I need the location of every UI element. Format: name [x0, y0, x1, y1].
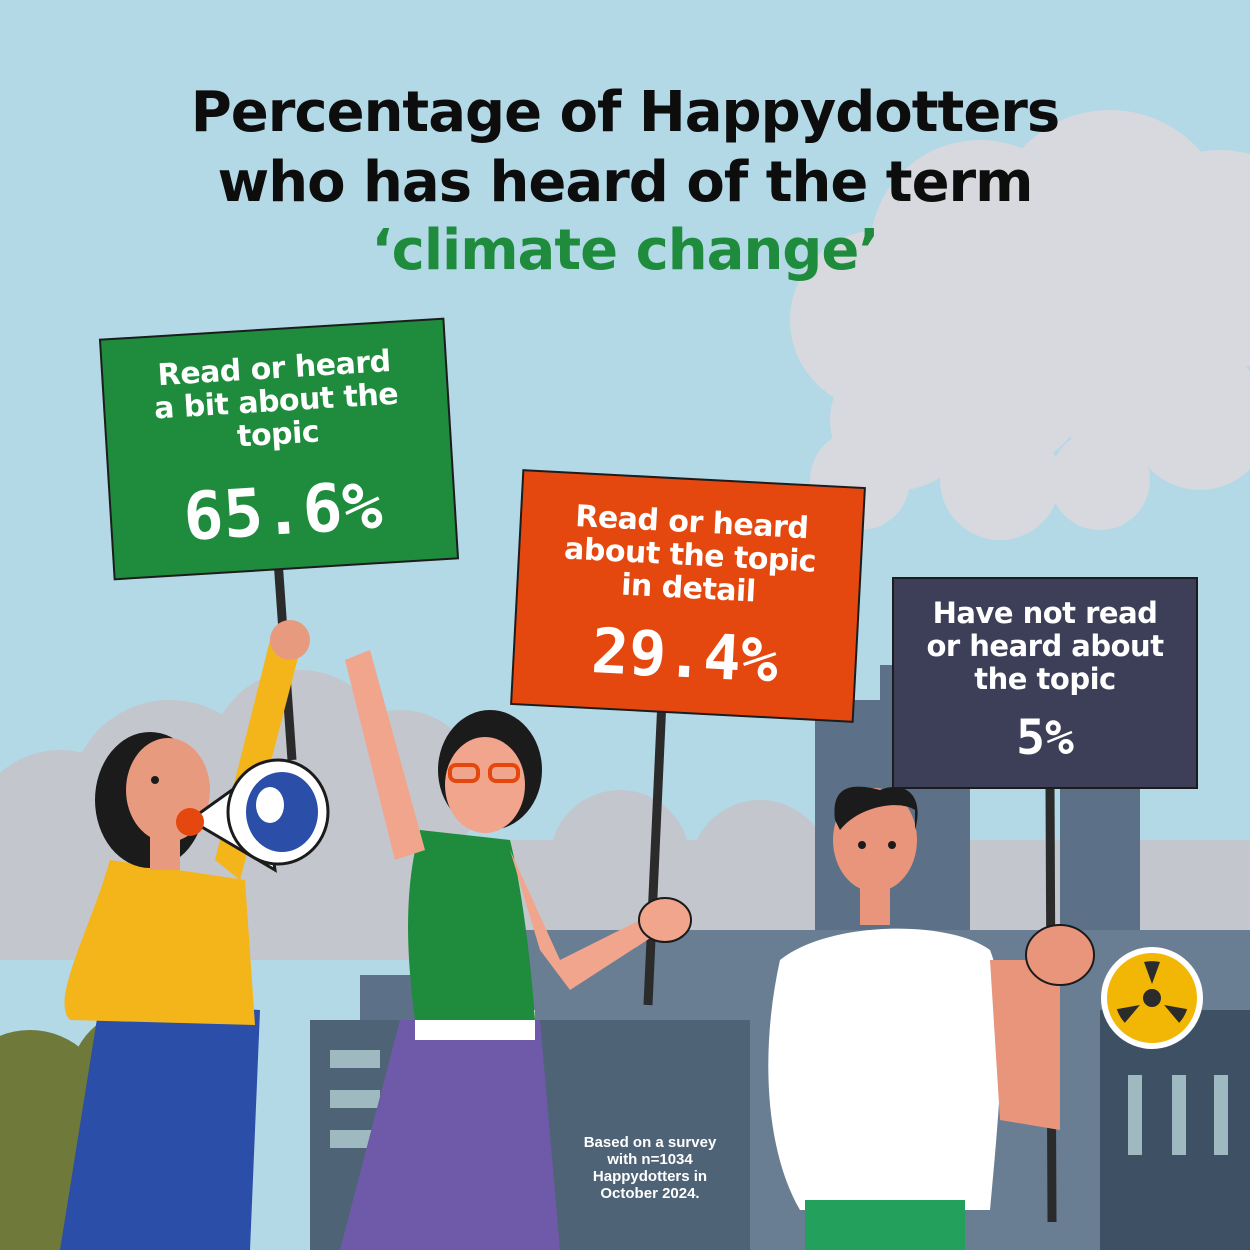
sign-not-heard: Have not read or heard about the topic 5…: [894, 579, 1196, 787]
sign-label-line: Have not read: [932, 596, 1158, 630]
sign-pole: [643, 699, 667, 1006]
footnote-line: Based on a survey: [583, 1134, 717, 1151]
chart-title-line-1: Percentage of Happydotters: [190, 80, 1061, 145]
footnote-line: October 2024.: [600, 1185, 700, 1202]
megaphone-icon: [176, 758, 330, 873]
person-green-top: [340, 650, 692, 1250]
footnote-line: with n=1034: [607, 1151, 693, 1168]
sign-read-a-bit: Read or heard a bit about the topic 65.6…: [101, 319, 457, 579]
sign-label-line: or heard about: [926, 629, 1164, 663]
sign-label: Read or heard a bit about the topic: [102, 342, 449, 462]
sign-value: 65.6%: [181, 466, 385, 556]
sign-label-line: the topic: [974, 662, 1116, 696]
survey-footnote: Based on a survey with n=1034 Happydotte…: [560, 1134, 740, 1202]
sign-label: Read or heard about the topic in detail: [518, 497, 863, 614]
radiation-icon: [1101, 947, 1203, 1049]
person-white-shirt: [768, 786, 1095, 1250]
sign-value: 29.4%: [589, 614, 780, 697]
footnote-line: Happydotters in: [592, 1168, 708, 1185]
sign-label: Have not read or heard about the topic: [894, 597, 1196, 696]
sign-read-in-detail: Read or heard about the topic in detail …: [512, 471, 864, 721]
chart-title-highlight: ‘climate change’: [371, 218, 879, 283]
chart-title-line-2: who has heard of the term: [217, 150, 1033, 215]
sign-value: 5%: [1016, 710, 1074, 766]
